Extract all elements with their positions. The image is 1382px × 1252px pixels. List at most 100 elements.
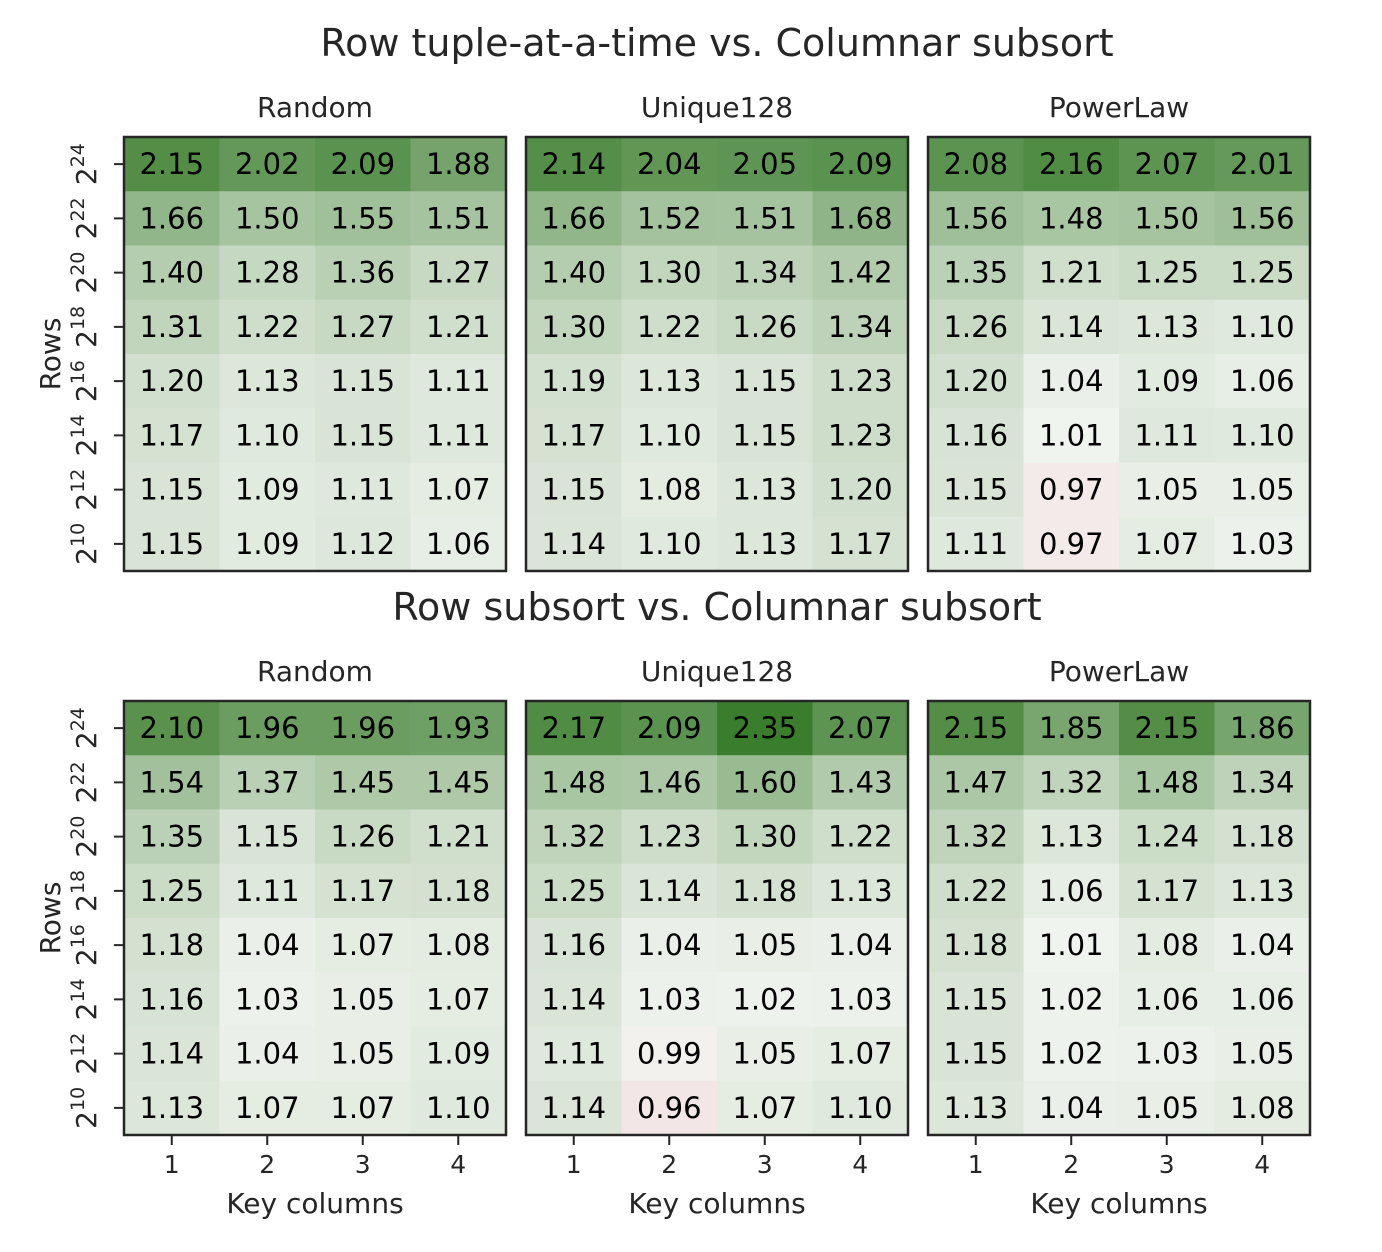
cell-value-label: 1.66 (541, 201, 606, 235)
cell-value-label: 2.09 (330, 147, 395, 181)
heatmap-cell (219, 918, 316, 973)
cell-value-label: 1.03 (828, 982, 893, 1016)
cell-value-label: 1.15 (943, 982, 1008, 1016)
cell-value-label: 1.14 (541, 1091, 606, 1125)
heatmap-cell (621, 1026, 718, 1082)
heatmap-cell (1119, 462, 1215, 518)
cell-value-label: 1.28 (235, 256, 300, 290)
cell-value-label: 2.14 (541, 147, 606, 181)
cell-value-label: 1.48 (1134, 765, 1199, 799)
heatmap-cell (1119, 299, 1215, 355)
heatmap-cell (1119, 1026, 1215, 1082)
heatmap-cell (526, 972, 622, 1027)
heatmap-cell (124, 245, 220, 301)
heatmap-cell (717, 972, 813, 1027)
cell-value-label: 1.30 (637, 256, 702, 290)
heatmap-cell (1023, 1026, 1120, 1082)
heatmap-cell (928, 245, 1024, 301)
heatmap-cell (621, 462, 718, 518)
cell-value-label: 1.05 (1134, 473, 1199, 507)
cell-value-label: 2.04 (637, 147, 702, 181)
cell-value-label: 1.32 (541, 820, 606, 854)
cell-value-label: 1.05 (1230, 1037, 1295, 1071)
cell-value-label: 1.47 (943, 765, 1008, 799)
heatmap-cell (621, 354, 718, 409)
y-tick-label: 224 (67, 707, 103, 749)
heatmap-cell (124, 755, 220, 810)
cell-value-label: 1.11 (426, 364, 491, 398)
cell-value-label: 1.13 (943, 1091, 1008, 1125)
cell-value-label: 1.10 (1230, 310, 1295, 344)
y-tick-label: 222 (67, 761, 103, 803)
heatmap-cell (124, 191, 220, 246)
x-axis-label: Key columns (628, 1187, 805, 1220)
cell-value-label: 0.97 (1039, 527, 1104, 561)
heatmap-cell (124, 972, 220, 1027)
y-tick-label: 212 (67, 1033, 103, 1075)
heatmap-cell (1119, 245, 1215, 301)
cell-value-label: 1.04 (235, 1037, 300, 1071)
heatmap-cell (1023, 1080, 1120, 1136)
heatmap-cell (526, 809, 622, 865)
cell-value-label: 1.15 (541, 473, 606, 507)
heatmap-cell (1119, 1080, 1215, 1136)
heatmap-cell (1214, 1026, 1311, 1082)
heatmap-cell (410, 137, 507, 192)
heatmap-cell (219, 137, 316, 192)
cell-value-label: 1.07 (235, 1091, 300, 1125)
cell-value-label: 1.23 (828, 364, 893, 398)
heatmap-cell (1023, 755, 1120, 810)
cell-value-label: 1.11 (235, 874, 300, 908)
heatmap-cell (812, 809, 909, 865)
cell-value-label: 1.02 (1039, 1037, 1104, 1071)
cell-value-label: 2.15 (1134, 711, 1199, 745)
heatmap-cell (717, 354, 813, 409)
x-tick-label: 3 (1159, 1150, 1175, 1179)
cell-value-label: 1.13 (235, 364, 300, 398)
cell-value-label: 1.50 (1134, 201, 1199, 235)
heatmap-cell (1214, 755, 1311, 810)
heatmap-cell (315, 1080, 411, 1136)
heatmap-cell (219, 1026, 316, 1082)
y-tick-label: 210 (67, 523, 103, 565)
x-tick-label: 4 (1254, 1150, 1270, 1179)
heatmap-cell (812, 918, 909, 973)
heatmap-cell (219, 299, 316, 355)
heatmap-cell (812, 1080, 909, 1136)
cell-value-label: 1.17 (330, 874, 395, 908)
heatmap-cell (410, 462, 507, 518)
heatmap-cell (1214, 516, 1311, 572)
heatmap-cell (410, 516, 507, 572)
cell-value-label: 1.35 (943, 256, 1008, 290)
heatmap-cell (410, 1080, 507, 1136)
heatmap-panel-powerlaw: PowerLaw 2.08 2.16 2.07 2.01 1.56 1.48 1.50 1.56… (926, 91, 1312, 573)
x-tick-label: 4 (852, 1150, 868, 1179)
x-tick-label: 2 (661, 1150, 677, 1179)
heatmap-cell (812, 191, 909, 246)
heatmap-cell (410, 354, 507, 409)
cell-value-label: 1.06 (426, 527, 491, 561)
cell-value-label: 1.18 (1230, 820, 1295, 854)
heatmap-cell (1119, 755, 1215, 810)
cell-value-label: 1.13 (139, 1091, 204, 1125)
heatmap-cell (526, 462, 622, 518)
heatmap-cell (812, 354, 909, 409)
cell-value-label: 1.05 (1134, 1091, 1199, 1125)
cell-value-label: 1.50 (235, 201, 300, 235)
heatmap-cell (124, 1080, 220, 1136)
heatmap-cell (717, 809, 813, 865)
y-axis-label: Rows (34, 318, 67, 391)
y-tick-label: 210 (67, 1087, 103, 1129)
cell-value-label: 1.02 (732, 982, 797, 1016)
cell-value-label: 1.10 (637, 527, 702, 561)
cell-value-label: 2.15 (139, 147, 204, 181)
heatmap-cell (717, 755, 813, 810)
heatmap-cell (1214, 1080, 1311, 1136)
cell-value-label: 1.17 (139, 418, 204, 452)
cell-value-label: 1.10 (828, 1091, 893, 1125)
cell-value-label: 1.56 (943, 201, 1008, 235)
cell-value-label: 1.18 (426, 874, 491, 908)
heatmap-cell (717, 1080, 813, 1136)
heatmap-cell (315, 863, 411, 919)
heatmap-cell (526, 299, 622, 355)
